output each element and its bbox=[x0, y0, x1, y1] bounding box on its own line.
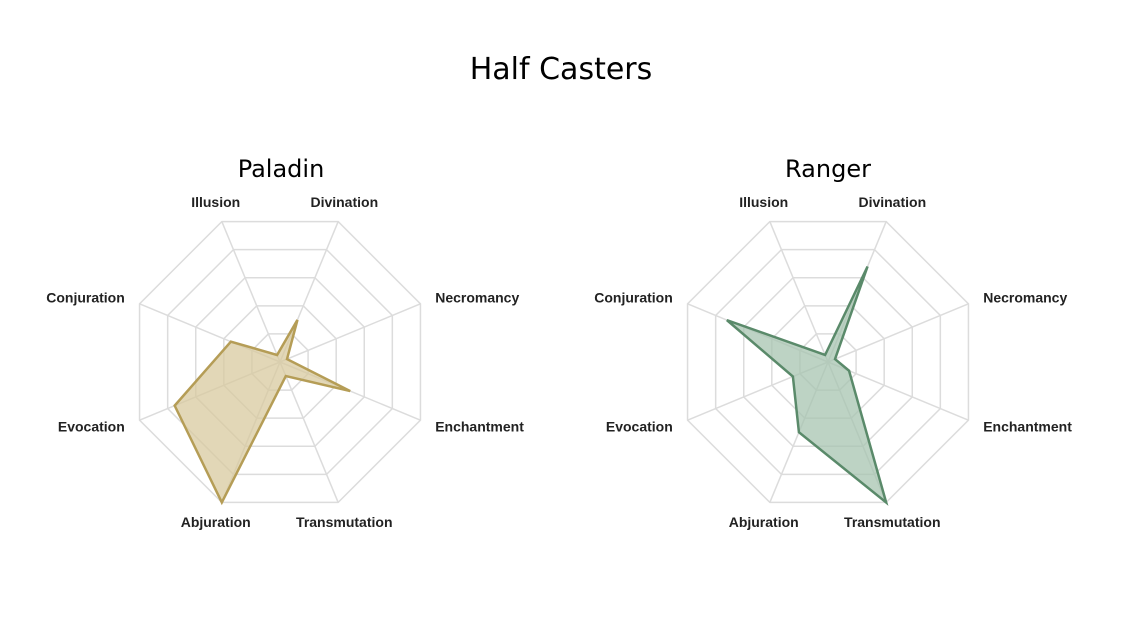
axis-label-necromancy: Necromancy bbox=[983, 290, 1067, 306]
axis-label-evocation: Evocation bbox=[606, 418, 673, 434]
chart-title-paladin: Paladin bbox=[237, 155, 325, 183]
axis-label-divination: Divination bbox=[310, 194, 378, 210]
axis-label-illusion: Illusion bbox=[739, 194, 788, 210]
axis-spoke-illusion bbox=[221, 221, 281, 363]
axis-label-enchantment: Enchantment bbox=[435, 418, 524, 434]
axis-spoke-necromancy bbox=[279, 303, 421, 363]
data-area-ranger bbox=[726, 265, 889, 506]
axis-label-conjuration: Conjuration bbox=[594, 290, 673, 306]
axis-label-abjuration: Abjuration bbox=[729, 514, 799, 530]
data-area-paladin bbox=[173, 319, 351, 506]
axis-label-necromancy: Necromancy bbox=[435, 290, 519, 306]
axis-spoke-illusion bbox=[769, 221, 829, 363]
page-title: Half Casters bbox=[469, 52, 653, 87]
axis-label-evocation: Evocation bbox=[58, 418, 125, 434]
axis-label-enchantment: Enchantment bbox=[983, 418, 1072, 434]
axis-label-divination: Divination bbox=[858, 194, 926, 210]
axis-label-transmutation: Transmutation bbox=[296, 514, 392, 530]
axis-label-abjuration: Abjuration bbox=[181, 514, 251, 530]
axis-label-transmutation: Transmutation bbox=[844, 514, 940, 530]
axis-spoke-enchantment bbox=[827, 361, 969, 421]
axis-label-illusion: Illusion bbox=[191, 194, 240, 210]
axis-label-conjuration: Conjuration bbox=[46, 290, 125, 306]
axis-spoke-necromancy bbox=[827, 303, 969, 363]
axis-spoke-transmutation bbox=[279, 361, 339, 503]
chart-title-ranger: Ranger bbox=[785, 155, 871, 183]
